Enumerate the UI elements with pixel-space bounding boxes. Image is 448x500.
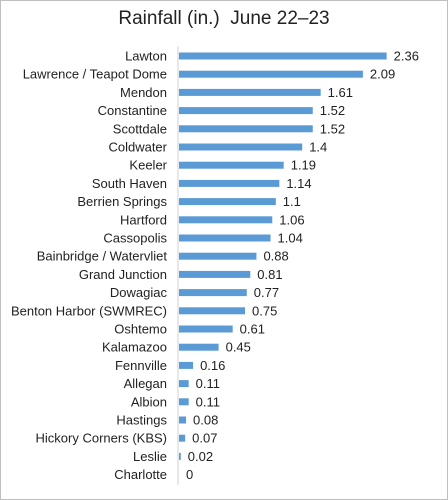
value-label: 1.52 [320,103,345,118]
bar [179,307,245,315]
value-label: 0 [186,467,193,482]
category-label: Grand Junction [79,267,167,282]
value-label: 0.11 [196,376,220,391]
category-label: Berrien Springs [77,194,167,209]
bar [179,143,303,151]
bar [179,252,257,260]
category-label: Lawrence / Teapot Dome [23,67,167,82]
category-label: Kalamazoo [102,340,167,355]
bar [179,452,181,460]
value-label: 0.88 [263,249,288,264]
bar [179,325,233,333]
value-label: 0.61 [240,322,265,337]
bar [179,270,251,278]
value-label: 1.14 [286,176,311,191]
category-label: Benton Harbor (SWMREC) [11,303,167,318]
category-label: Mendon [120,85,167,100]
category-label: Keeler [129,158,167,173]
category-label: Charlotte [114,467,167,482]
value-label: 0.81 [257,267,282,282]
category-label: Lawton [125,49,167,64]
category-label: Leslie [133,449,167,464]
bar [179,179,280,187]
category-label: Cassopolis [103,231,167,246]
bar [179,361,194,369]
category-label: Bainbridge / Watervliet [37,249,168,264]
bar [179,416,187,424]
category-label: South Haven [92,176,167,191]
value-label: 0.77 [254,285,279,300]
bar [179,289,247,297]
value-label: 0.08 [193,413,218,428]
category-label: Constantine [98,103,167,118]
value-label: 2.09 [370,67,395,82]
bar [179,398,189,406]
category-label: Coldwater [108,140,167,155]
category-label: Dowagiac [110,285,168,300]
value-label: 1.61 [328,85,353,100]
category-label: Allegan [124,376,167,391]
bar [179,216,273,224]
bar [179,52,387,60]
value-label: 0.02 [188,449,213,464]
category-label: Albion [131,394,167,409]
value-label: 0.11 [196,394,220,409]
chart-title: Rainfall (in.) June 22–23 [118,8,330,29]
bar [179,107,313,115]
value-label: 2.36 [394,49,419,64]
category-label: Oshtemo [114,322,167,337]
bar [179,70,363,78]
bar [179,434,186,442]
category-label: Fennville [115,358,167,373]
bar [179,88,321,96]
value-label: 1.4 [309,140,327,155]
bar [179,161,284,169]
category-label: Hastings [116,413,167,428]
bar [179,343,219,351]
value-label: 1.06 [279,212,304,227]
value-label: 1.19 [291,158,316,173]
bar [179,198,276,206]
value-label: 1.1 [283,194,301,209]
bar [179,380,189,388]
category-label: Scottdale [113,121,167,136]
value-label: 1.52 [320,121,345,136]
value-label: 1.04 [278,231,303,246]
bar [179,125,313,133]
category-label: Hickory Corners (KBS) [36,431,167,446]
value-label: 0.16 [200,358,225,373]
bar [179,234,271,242]
category-label: Hartford [120,212,167,227]
value-label: 0.45 [226,340,251,355]
value-label: 0.07 [192,431,217,446]
value-label: 0.75 [252,303,277,318]
